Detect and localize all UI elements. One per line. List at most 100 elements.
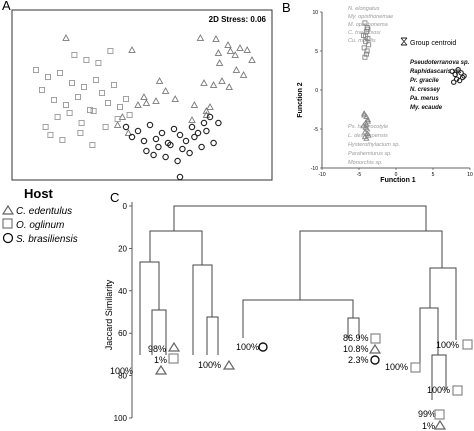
data-point-triangle [239,71,248,78]
data-point-square [364,48,370,54]
dendrogram-annotations: 98% 1% 100% 100% 100% 86.9% 10.8% 2.3% 1… [110,333,473,431]
data-point-circle [191,133,198,141]
triangle-icon [222,359,236,370]
data-point-square [362,54,368,60]
data-point-circle [194,129,202,137]
data-point-square [54,113,61,120]
data-point-circle [186,149,193,157]
data-point-circle [158,129,166,137]
data-point-square [68,79,75,86]
data-point-square [363,33,369,39]
data-point-triangle [113,121,122,128]
species-label: Hysterothylacium sp. [348,142,400,148]
y-tick-label: -5 [314,127,319,133]
data-point-square [89,141,96,148]
species-label: Cu. mobilis [348,38,376,44]
data-point-triangle [361,111,368,118]
data-point-square [39,86,46,93]
data-point-triangle [140,93,148,100]
data-point-triangle [190,101,199,108]
data-point-circle [456,77,463,84]
data-point-triangle [118,113,127,120]
circle-icon [258,342,268,352]
annotation-text: 86.9% [343,333,369,343]
data-point-triangle [202,107,211,114]
data-point-circle [179,145,186,153]
data-point-triangle [209,81,218,88]
hourglass-icon [400,37,408,46]
annotation-text: 2.3% [348,355,369,365]
panel-c-y-axis: 0 20 40 60 80 100 [114,202,133,423]
x-tick-label: 0 [395,172,398,178]
data-point-triangle [62,34,70,41]
panel-a-frame [11,9,273,181]
data-point-circle [167,141,174,149]
square-icon [2,218,13,229]
data-point-square [114,115,121,122]
data-point-triangle [363,135,370,141]
data-point-triangle [214,49,223,56]
host-legend: Host C. edentulus O. oglinum S. brasilie… [1,186,78,245]
annotation-text: 10.8% [343,344,369,354]
data-point-circle [451,79,457,85]
data-point-square [362,20,368,26]
species-label: Ps. heterocotyle [348,124,388,130]
data-point-circle [176,173,184,181]
data-point-circle [198,143,205,151]
annotation-text: 100% [110,366,133,376]
data-point-triangle [224,41,232,48]
data-point-triangle [243,46,251,53]
data-point-square [365,26,371,32]
data-point-square [107,48,114,55]
data-point-circle [452,71,458,78]
panel-b-ylabel: Function 2 [297,82,304,117]
species-label: Raphidascaris sp. [410,69,462,75]
species-label: My. ecaude [410,105,443,111]
data-point-circle [143,147,150,155]
x-tick-label: -10 [318,172,325,178]
species-label: Parahemiurus sp. [348,151,392,157]
square-icon [168,353,179,364]
panel-c-letter: C [110,190,119,205]
data-point-triangle [155,77,164,84]
y-tick-label: 0 [315,88,318,94]
data-point-triangle [124,129,133,136]
square-icon [462,339,473,350]
legend-label: C. edentulus [16,206,72,217]
data-point-triangle [361,110,368,116]
data-point-square [42,123,49,130]
y-tick-label: 20 [118,244,127,253]
panel-c: C 0 20 40 60 80 100 Jaccard Similarity 98% [104,190,473,431]
data-point-square [366,42,372,48]
data-point-triangle [128,46,136,53]
panel-b-axes: -10 -5 0 5 10 -10 -5 0 5 10 [311,10,473,178]
data-point-circle [134,127,142,135]
species-label: Monorchis sp. [348,160,383,166]
y-tick-label: 80 [118,372,127,381]
species-label: M. opisthonema [348,22,388,28]
data-point-triangle [363,113,370,119]
data-point-square [83,57,90,64]
data-point-square [57,69,64,76]
data-point-circle [140,137,148,145]
triangle-icon [368,343,382,354]
data-point-triangle [226,47,235,54]
data-point-triangle [236,44,244,51]
data-point-square [86,106,93,113]
data-point-triangle [363,120,370,127]
x-tick-label: 10 [467,172,473,178]
species-label: Pseudoterranova sp. [410,60,470,66]
data-point-triangle [248,56,256,63]
y-tick-label: 0 [123,202,128,211]
circle-icon [2,232,14,244]
data-point-circle [200,119,208,127]
dendrogram-branches [139,205,457,400]
panel-a-letter: A [2,0,11,13]
data-point-square [361,45,367,51]
data-point-circle [206,113,214,121]
annotation-text: 100% [236,342,259,352]
data-point-square [126,111,133,118]
species-label: Pa. merus [410,96,439,102]
data-point-triangle [142,99,151,106]
